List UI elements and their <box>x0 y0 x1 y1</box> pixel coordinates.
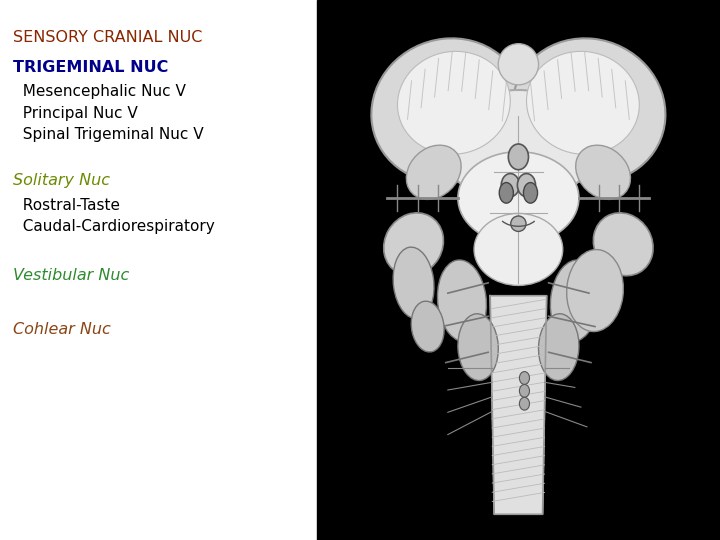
Ellipse shape <box>576 145 631 199</box>
Ellipse shape <box>508 144 528 170</box>
Ellipse shape <box>384 213 444 276</box>
Text: Solitary Nuc: Solitary Nuc <box>13 173 110 188</box>
Bar <box>0 0 317 540</box>
Ellipse shape <box>458 152 579 244</box>
Text: Spinal Trigeminal Nuc V: Spinal Trigeminal Nuc V <box>13 127 204 143</box>
Ellipse shape <box>499 183 513 203</box>
Ellipse shape <box>393 247 434 319</box>
Text: Mesencephalic Nuc V: Mesencephalic Nuc V <box>13 84 186 99</box>
Ellipse shape <box>593 213 653 276</box>
Text: SENSORY CRANIAL NUC: SENSORY CRANIAL NUC <box>13 30 202 45</box>
Ellipse shape <box>539 314 579 381</box>
Ellipse shape <box>526 51 639 154</box>
Ellipse shape <box>501 173 519 197</box>
Ellipse shape <box>458 314 498 381</box>
Ellipse shape <box>513 38 665 183</box>
Polygon shape <box>490 296 546 514</box>
Ellipse shape <box>510 216 526 232</box>
Ellipse shape <box>498 44 539 85</box>
Ellipse shape <box>474 213 563 286</box>
Ellipse shape <box>567 249 624 332</box>
Bar <box>317 0 720 540</box>
Text: Vestibular Nuc: Vestibular Nuc <box>13 268 129 283</box>
Ellipse shape <box>442 90 595 203</box>
Ellipse shape <box>438 260 487 342</box>
Text: TRIGEMINAL NUC: TRIGEMINAL NUC <box>13 60 168 75</box>
Ellipse shape <box>519 397 529 410</box>
Text: Cohlear Nuc: Cohlear Nuc <box>13 322 111 337</box>
Text: Principal Nuc V: Principal Nuc V <box>13 106 138 121</box>
Ellipse shape <box>411 301 444 352</box>
Text: Caudal-Cardiorespiratory: Caudal-Cardiorespiratory <box>13 219 215 234</box>
Ellipse shape <box>406 145 461 199</box>
Ellipse shape <box>550 260 599 342</box>
Ellipse shape <box>518 173 536 197</box>
Text: Rostral-Taste: Rostral-Taste <box>13 198 120 213</box>
Ellipse shape <box>397 51 510 154</box>
Ellipse shape <box>372 38 524 183</box>
Ellipse shape <box>519 372 529 384</box>
Ellipse shape <box>519 384 529 397</box>
Ellipse shape <box>523 183 538 203</box>
